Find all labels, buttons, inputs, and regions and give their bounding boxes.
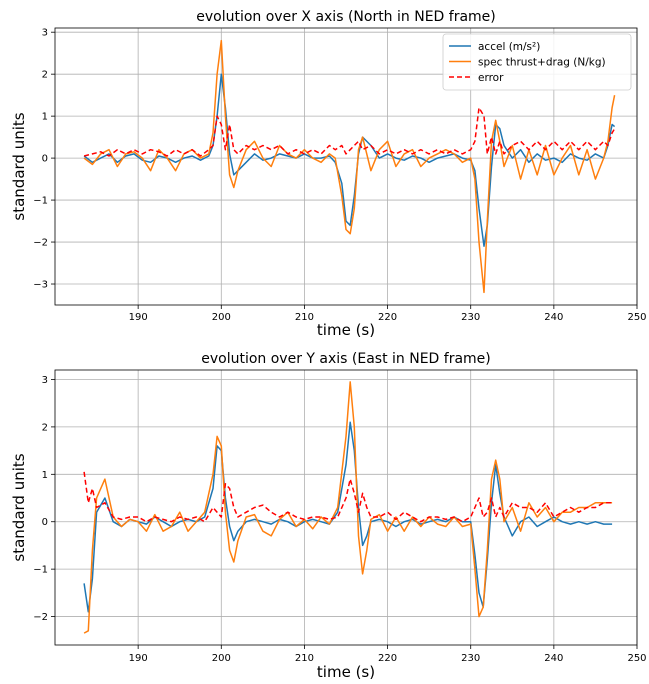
x-axis-label: time (s) (317, 663, 375, 681)
series-line-accel (83, 73, 616, 247)
x-tick-label: 220 (378, 653, 397, 664)
y-tick-label: −2 (33, 238, 48, 249)
y-tick-label: 0 (42, 154, 48, 165)
legend-label: accel (m/s²) (478, 41, 540, 53)
y-tick-label: 2 (42, 422, 48, 433)
series-line-error (83, 471, 613, 523)
y-tick-label: 3 (42, 375, 48, 386)
series-line-spec-thrust-drag (83, 381, 613, 634)
legend-label: spec thrust+drag (N/kg) (478, 57, 606, 69)
x-tick-label: 190 (129, 312, 148, 323)
y-tick-label: 3 (42, 28, 48, 39)
y-tick-label: −1 (33, 565, 48, 576)
x-tick-label: 200 (212, 312, 231, 323)
y-tick-label: 2 (42, 70, 48, 81)
y-tick-label: −1 (33, 196, 48, 207)
x-tick-label: 250 (627, 653, 646, 664)
chart-title: evolution over X axis (North in NED fram… (196, 9, 496, 25)
y-axis-label: standard units (10, 453, 28, 561)
x-tick-label: 230 (461, 312, 480, 323)
x-tick-label: 250 (627, 312, 646, 323)
series-line-spec-thrust-drag (83, 39, 616, 294)
x-tick-label: 200 (212, 653, 231, 664)
x-tick-label: 210 (295, 653, 314, 664)
y-axis-label: standard units (10, 112, 28, 220)
y-tick-label: −2 (33, 612, 48, 623)
axes-frame (54, 369, 638, 646)
legend-box (442, 33, 632, 91)
x-axis-label: time (s) (317, 321, 375, 339)
series-line-accel (83, 421, 613, 613)
x-tick-label: 210 (295, 312, 314, 323)
y-tick-label: 1 (42, 112, 48, 123)
chart-title: evolution over Y axis (East in NED frame… (201, 351, 491, 367)
axes-frame (54, 27, 638, 306)
plot-x-axis: 190 200 210 220 230 240 2503210−1−2−3evolution… (10, 9, 647, 339)
y-tick-label: −3 (33, 280, 48, 291)
x-tick-label: 220 (378, 312, 397, 323)
x-tick-label: 190 (129, 653, 148, 664)
y-tick-label: 0 (42, 517, 48, 528)
x-tick-label: 230 (461, 653, 480, 664)
x-tick-label: 240 (544, 653, 563, 664)
x-tick-label: 240 (544, 312, 563, 323)
series-line-error (83, 106, 616, 157)
legend-label: error (478, 72, 504, 84)
y-tick-label: 1 (42, 470, 48, 481)
